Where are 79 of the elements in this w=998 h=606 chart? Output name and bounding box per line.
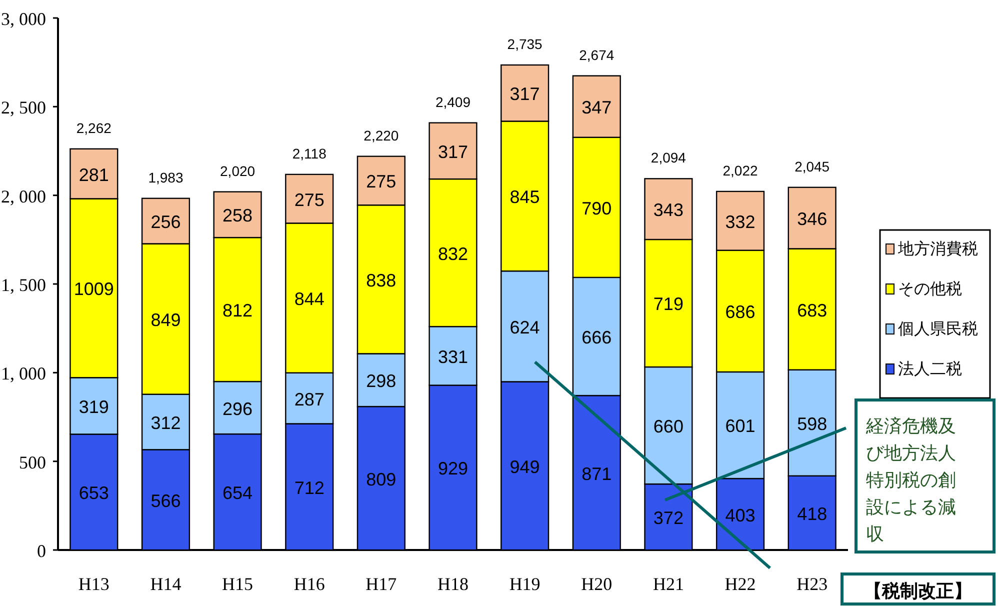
- legend-label: 地方消費税: [897, 240, 978, 258]
- data-label: 929: [438, 458, 468, 479]
- data-label: 275: [366, 172, 396, 192]
- data-label: 790: [582, 198, 612, 218]
- y-tick-label: 1, 500: [1, 275, 46, 295]
- y-tick-label: 500: [19, 452, 46, 472]
- data-label: 372: [653, 508, 684, 528]
- data-label: 275: [294, 190, 324, 210]
- data-label: 347: [582, 98, 612, 118]
- data-label: 346: [797, 209, 828, 230]
- legend-label: 法人二税: [898, 360, 962, 378]
- data-label: 666: [582, 327, 612, 348]
- data-label: 812: [222, 300, 253, 321]
- data-label: 312: [150, 412, 181, 433]
- x-tick-label: H22: [724, 574, 756, 594]
- x-tick-label: H21: [652, 574, 684, 594]
- x-tick-label: H18: [438, 574, 468, 594]
- data-label: 566: [150, 490, 181, 511]
- data-label: 686: [725, 302, 756, 322]
- data-label: 871: [582, 464, 612, 484]
- data-label: 601: [725, 416, 756, 436]
- y-tick-label: 2, 000: [1, 186, 46, 206]
- x-tick-label: H13: [78, 574, 110, 594]
- data-label: 624: [510, 317, 540, 338]
- data-label: 317: [438, 142, 468, 162]
- data-label: 844: [294, 289, 324, 310]
- data-label: 660: [653, 416, 684, 437]
- x-tick-label: H23: [796, 574, 828, 594]
- x-tick-label: H14: [150, 574, 182, 594]
- y-tick-label: 0: [37, 541, 46, 561]
- data-label: 319: [78, 396, 109, 417]
- data-label: 256: [150, 212, 181, 232]
- total-label: 2,262: [76, 120, 112, 136]
- x-tick-label: H15: [222, 574, 254, 594]
- total-label: 2,094: [650, 150, 686, 166]
- data-label: 287: [294, 389, 324, 410]
- data-label: 332: [725, 212, 756, 232]
- x-tick-label: H16: [294, 574, 325, 594]
- y-tick-label: 2, 500: [1, 98, 46, 118]
- data-label: 832: [438, 244, 468, 264]
- data-label: 1009: [74, 279, 114, 300]
- data-label: 654: [222, 483, 253, 504]
- data-label: 281: [78, 164, 109, 185]
- total-label: 2,220: [364, 127, 399, 144]
- data-label: 719: [653, 294, 684, 314]
- total-label: 2,735: [507, 36, 543, 52]
- y-tick-label: 3, 000: [1, 9, 46, 29]
- data-label: 258: [222, 206, 253, 226]
- data-label: 712: [294, 478, 324, 498]
- total-label: 2,409: [435, 94, 471, 110]
- data-label: 296: [222, 398, 253, 419]
- data-label: 849: [150, 310, 181, 330]
- data-label: 343: [653, 200, 684, 220]
- total-label: 2,118: [292, 145, 327, 162]
- data-label: 653: [78, 483, 109, 504]
- data-label: 418: [797, 504, 828, 524]
- total-label: 2,020: [220, 162, 256, 179]
- data-label: 683: [797, 300, 828, 320]
- data-label: 845: [510, 187, 540, 208]
- text: 経済危機及び地方法人特別税の創設による減収: [865, 416, 956, 544]
- x-tick-label: H17: [366, 574, 397, 594]
- data-label: 949: [510, 456, 540, 477]
- total-label: 2,674: [579, 46, 614, 63]
- data-label: 317: [510, 84, 540, 104]
- legend-label: 個人県民税: [898, 320, 978, 338]
- data-label: 598: [797, 414, 828, 434]
- legend-label: その他税: [898, 280, 962, 298]
- data-label: 809: [366, 469, 396, 490]
- total-label: 1,983: [148, 169, 184, 186]
- data-label: 838: [366, 270, 396, 290]
- data-label: 403: [725, 505, 756, 526]
- x-tick-label: H19: [509, 574, 540, 594]
- y-tick-label: 1, 000: [1, 364, 46, 384]
- text: 【税制改正】: [864, 581, 972, 601]
- total-label: 2,045: [794, 158, 830, 174]
- data-label: 331: [438, 346, 468, 367]
- total-label: 2,022: [722, 162, 758, 178]
- data-label: 298: [366, 371, 396, 392]
- x-tick-label: H20: [581, 574, 612, 594]
